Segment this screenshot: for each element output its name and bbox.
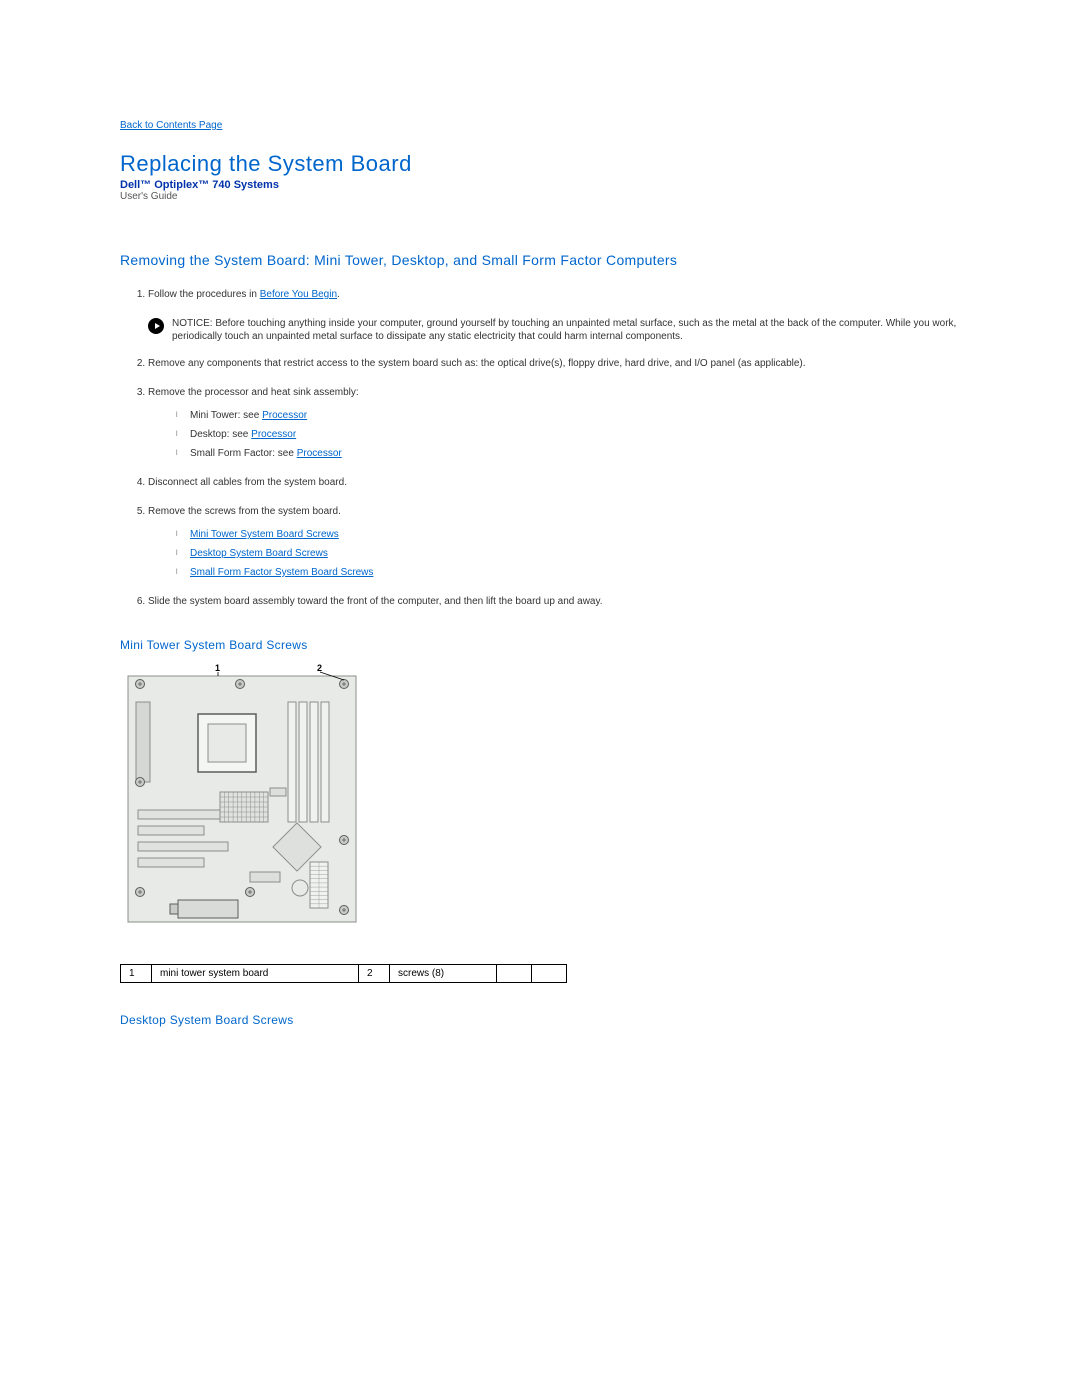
step-3b: Desktop: see Processor [176, 428, 960, 441]
step-3-sublist: Mini Tower: see Processor Desktop: see P… [148, 409, 960, 460]
table-row: 1 mini tower system board 2 screws (8) [121, 965, 567, 983]
notice-icon [148, 318, 164, 334]
callout-1-num: 1 [121, 965, 152, 983]
step-6: Slide the system board assembly toward t… [148, 595, 960, 608]
notice: NOTICE: Before touching anything inside … [148, 317, 960, 343]
procedure-list-cont: Remove any components that restrict acce… [120, 357, 960, 608]
section-heading: Removing the System Board: Mini Tower, D… [120, 252, 960, 268]
system-board-diagram: 12 [120, 662, 364, 952]
step-3b-text: Desktop: see [190, 429, 251, 440]
callout-empty-1 [497, 965, 532, 983]
step-1: Follow the procedures in Before You Begi… [148, 288, 960, 301]
callout-2-num: 2 [359, 965, 390, 983]
processor-link-sff[interactable]: Processor [297, 448, 342, 459]
back-link[interactable]: Back to Contents Page [120, 120, 960, 131]
step-2: Remove any components that restrict acce… [148, 357, 960, 370]
svg-text:2: 2 [317, 663, 322, 673]
step-4: Disconnect all cables from the system bo… [148, 476, 960, 489]
step-5: Remove the screws from the system board.… [148, 505, 960, 579]
step-3-text: Remove the processor and heat sink assem… [148, 387, 359, 398]
step-3c-text: Small Form Factor: see [190, 448, 297, 459]
step-5c: Small Form Factor System Board Screws [176, 566, 960, 579]
callout-table: 1 mini tower system board 2 screws (8) [120, 964, 567, 983]
step-1-text: Follow the procedures in [148, 289, 260, 300]
callout-1-text: mini tower system board [152, 965, 359, 983]
callout-2-text: screws (8) [390, 965, 497, 983]
step-3: Remove the processor and heat sink assem… [148, 386, 960, 460]
mt-screws-link[interactable]: Mini Tower System Board Screws [190, 529, 339, 540]
step-5b: Desktop System Board Screws [176, 547, 960, 560]
page-title: Replacing the System Board [120, 151, 960, 177]
step-5a: Mini Tower System Board Screws [176, 528, 960, 541]
notice-label: NOTICE: [172, 318, 213, 329]
procedure-list: Follow the procedures in Before You Begi… [120, 288, 960, 301]
step-3a: Mini Tower: see Processor [176, 409, 960, 422]
step-3c: Small Form Factor: see Processor [176, 447, 960, 460]
processor-link-mt[interactable]: Processor [262, 410, 307, 421]
notice-text: NOTICE: Before touching anything inside … [172, 317, 960, 343]
guide-label: User's Guide [120, 191, 960, 202]
back-link-text[interactable]: Back to Contents Page [120, 120, 222, 131]
mt-screws-heading: Mini Tower System Board Screws [120, 638, 960, 652]
dt-screws-heading: Desktop System Board Screws [120, 1013, 960, 1027]
callout-empty-2 [532, 965, 567, 983]
dt-screws-link[interactable]: Desktop System Board Screws [190, 548, 328, 559]
step-5-text: Remove the screws from the system board. [148, 506, 341, 517]
sff-screws-link[interactable]: Small Form Factor System Board Screws [190, 567, 373, 578]
step-5-sublist: Mini Tower System Board Screws Desktop S… [148, 528, 960, 579]
step-3a-text: Mini Tower: see [190, 410, 262, 421]
notice-body: Before touching anything inside your com… [172, 318, 956, 342]
product-subtitle: Dell™ Optiplex™ 740 Systems [120, 179, 960, 191]
svg-text:1: 1 [215, 663, 220, 673]
before-you-begin-link[interactable]: Before You Begin [260, 289, 337, 300]
processor-link-dt[interactable]: Processor [251, 429, 296, 440]
